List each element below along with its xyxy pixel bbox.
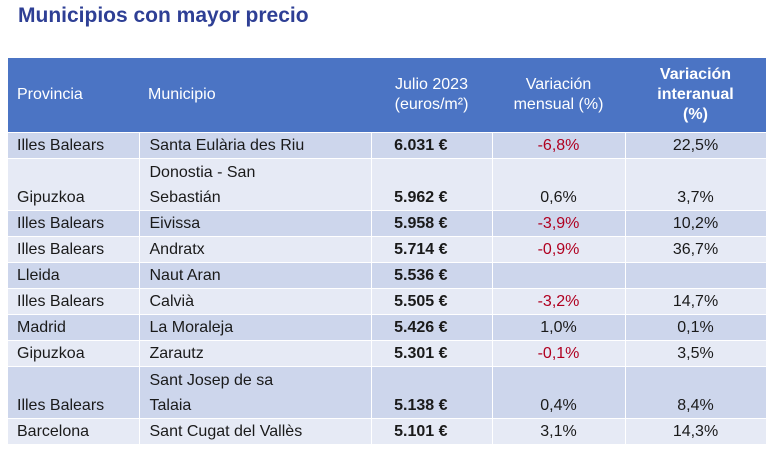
cell-provincia: Lleida (8, 262, 140, 289)
table-row: Lleida Naut Aran 5.536 € (8, 262, 767, 289)
header-interanual: Variación interanual (%) (625, 58, 766, 133)
header-interanual-line: (%) (683, 106, 708, 123)
cell-precio: 5.101 € (371, 418, 493, 444)
cell-precio: 5.301 € (371, 340, 493, 367)
cell-municipio: Santa Eulària des Riu (139, 132, 372, 159)
header-provincia: Provincia (8, 58, 139, 133)
header-mensual: Variación mensual (%) (492, 58, 625, 133)
municipio-line: Santa Eulària des Riu (149, 137, 305, 154)
municipio-line: La Moraleja (149, 319, 234, 336)
cell-municipio: Sant Cugat del Vallès (139, 418, 372, 444)
cell-municipio: Naut Aran (139, 262, 372, 289)
cell-provincia: Barcelona (8, 418, 140, 444)
header-precio: Julio 2023 (euros/m²) (371, 58, 492, 133)
municipio-line: Calvià (149, 293, 194, 310)
cell-precio: 5.536 € (371, 262, 493, 289)
header-precio-line: (euros/m²) (394, 96, 469, 113)
cell-variacion-interanual: 8,4% (625, 366, 767, 419)
municipio-line: Andratx (149, 241, 205, 258)
cell-precio: 5.426 € (371, 314, 493, 341)
table-row: Illes Balears Eivissa 5.958 € -3,9% 10,2% (8, 210, 767, 237)
table-row: Gipuzkoa Zarautz 5.301 € -0,1% 3,5% (8, 340, 767, 367)
cell-precio: 5.505 € (371, 288, 493, 315)
cell-variacion-interanual: 36,7% (625, 236, 767, 263)
municipio-line: Zarautz (149, 345, 204, 362)
table-row: Gipuzkoa Donostia - San Sebastián 5.962 €0,… (8, 158, 767, 211)
municipio-line: Sant Josep de sa (149, 372, 274, 389)
cell-municipio: Eivissa (139, 210, 372, 237)
cell-provincia: Illes Balears (8, 210, 140, 237)
cell-provincia: Illes Balears (8, 132, 140, 159)
price-table: Provincia Municipio Julio 2023 (euros/m²… (8, 58, 767, 444)
cell-variacion-interanual: 22,5% (625, 132, 767, 159)
header-interanual-line: Variación (659, 66, 732, 83)
cell-municipio: Donostia - San Sebastián (139, 158, 372, 211)
header-interanual-line: interanual (657, 86, 734, 103)
cell-variacion-interanual (625, 262, 767, 289)
cell-variacion-mensual (492, 262, 626, 289)
table-row: Illes Balears Santa Eulària des Riu 6.031 … (8, 132, 767, 159)
cell-provincia: Illes Balears (8, 366, 140, 419)
table-row: Illes Balears Calvià 5.505 € -3,2% 14,7% (8, 288, 767, 315)
cell-municipio: Andratx (139, 236, 372, 263)
municipio-line: Donostia - San (149, 164, 256, 181)
cell-variacion-mensual: 3,1% (492, 418, 626, 444)
cell-variacion-interanual: 10,2% (625, 210, 767, 237)
table-header-row: Provincia Municipio Julio 2023 (euros/m²… (8, 58, 766, 133)
table-row: Illes Balears Sant Josep de sa Talaia 5.138… (8, 366, 767, 419)
cell-provincia: Illes Balears (8, 288, 140, 315)
cell-precio: 5.958 € (371, 210, 493, 237)
table-row: Madrid La Moraleja 5.426 €1,0% 0,1% (8, 314, 767, 341)
header-precio-line: Julio 2023 (395, 76, 468, 93)
municipio-line: Talaia (149, 397, 192, 414)
municipio-line: Naut Aran (149, 267, 221, 284)
cell-variacion-mensual: 0,6% (492, 158, 626, 211)
cell-provincia: Illes Balears (8, 236, 140, 263)
cell-precio: 6.031 € (371, 132, 493, 159)
cell-variacion-interanual: 3,7% (625, 158, 767, 211)
cell-variacion-mensual: 0,4% (492, 366, 626, 419)
cell-municipio: Calvià (139, 288, 372, 315)
cell-variacion-interanual: 0,1% (625, 314, 767, 341)
cell-municipio: Sant Josep de sa Talaia (139, 366, 372, 419)
cell-variacion-mensual: -3,9% (492, 210, 626, 237)
header-municipio: Municipio (139, 58, 371, 133)
table-row: Barcelona Sant Cugat del Vallès 5.101 €3,1… (8, 418, 767, 444)
municipio-line: Sebastián (149, 189, 221, 206)
cell-municipio: Zarautz (139, 340, 372, 367)
cell-variacion-mensual: -0,9% (492, 236, 626, 263)
cell-variacion-interanual: 14,3% (625, 418, 767, 444)
cell-provincia: Gipuzkoa (8, 158, 140, 211)
table-row: Illes Balears Andratx 5.714 € -0,9% 36,7% (8, 236, 767, 263)
cell-variacion-interanual: 14,7% (625, 288, 767, 315)
table-body: Illes Balears Santa Eulària des Riu 6.031 … (8, 132, 767, 444)
header-mensual-line: Variación (525, 76, 592, 93)
page-title: Municipios con mayor precio (18, 4, 309, 27)
municipio-line: Sant Cugat del Vallès (149, 423, 303, 440)
cell-provincia: Madrid (8, 314, 140, 341)
cell-municipio: La Moraleja (139, 314, 372, 341)
cell-precio: 5.138 € (371, 366, 493, 419)
cell-precio: 5.962 € (371, 158, 493, 211)
municipio-line: Eivissa (149, 215, 201, 232)
header-mensual-line: mensual (%) (513, 96, 604, 113)
cell-variacion-mensual: -3,2% (492, 288, 626, 315)
cell-variacion-mensual: 1,0% (492, 314, 626, 341)
cell-variacion-mensual: -6,8% (492, 132, 626, 159)
cell-precio: 5.714 € (371, 236, 493, 263)
cell-variacion-interanual: 3,5% (625, 340, 767, 367)
cell-provincia: Gipuzkoa (8, 340, 140, 367)
cell-variacion-mensual: -0,1% (492, 340, 626, 367)
